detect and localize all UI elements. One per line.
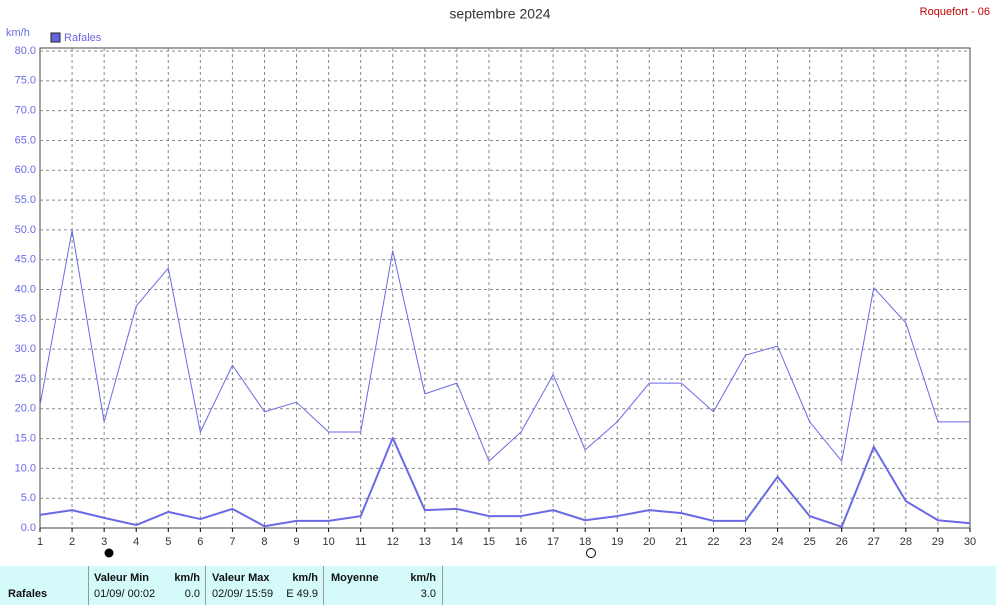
y-tick-label: 20.0 — [15, 403, 36, 415]
x-tick-label: 29 — [932, 536, 944, 548]
full-moon-icon — [586, 548, 596, 558]
value: E 49.9 — [286, 588, 318, 600]
x-tick-label: 18 — [579, 536, 591, 548]
date: 01/09/ 00:02 — [94, 588, 156, 600]
header: Valeur Min — [94, 572, 150, 584]
x-tick-label: 6 — [197, 536, 203, 548]
y-tick-label: 60.0 — [15, 164, 36, 176]
y-tick-label: 30.0 — [15, 343, 36, 355]
series-line — [39, 229, 970, 462]
y-tick-label: 65.0 — [15, 134, 36, 146]
x-tick-label: 23 — [739, 536, 751, 548]
x-tick-label: 7 — [229, 536, 235, 548]
stats-cell: Valeur Min km/h 01/09/ 00:02 0.0 — [88, 566, 206, 605]
y-tick-label: 40.0 — [15, 283, 36, 295]
x-tick-label: 12 — [387, 536, 399, 548]
x-tick-label: 24 — [771, 536, 783, 548]
x-tick-label: 2 — [69, 536, 75, 548]
date: 02/09/ 15:59 — [212, 588, 274, 600]
x-tick-label: 9 — [293, 536, 299, 548]
y-tick-label: 75.0 — [15, 75, 36, 87]
y-tick-label: 10.0 — [15, 462, 36, 474]
unit: km/h — [410, 572, 436, 584]
unit: km/h — [174, 572, 200, 584]
y-tick-label: 35.0 — [15, 313, 36, 325]
unit: km/h — [292, 572, 318, 584]
y-tick-label: 70.0 — [15, 105, 36, 117]
x-tick-label: 25 — [804, 536, 816, 548]
x-tick-label: 3 — [101, 536, 107, 548]
new-moon-icon — [104, 548, 114, 558]
x-tick-label: 17 — [547, 536, 559, 548]
legend-swatch — [50, 32, 61, 43]
x-tick-label: 28 — [900, 536, 912, 548]
header: Moyenne — [331, 572, 379, 584]
y-tick-label: 0.0 — [21, 522, 36, 534]
y-tick-label: 50.0 — [15, 224, 36, 236]
stats-table: Rafales Valeur Min km/h 01/09/ 00:02 0.0… — [0, 566, 996, 605]
chart: septembre 2024 Roquefort - 06 km/h Rafal… — [6, 6, 990, 558]
x-tick-label: 30 — [964, 536, 976, 548]
y-tick-label: 25.0 — [15, 373, 36, 385]
y-unit: km/h — [6, 27, 30, 39]
series-line — [39, 436, 971, 528]
value: 0.0 — [184, 588, 200, 600]
x-tick-label: 19 — [611, 536, 623, 548]
x-tick-label: 5 — [165, 536, 171, 548]
plot-frame — [39, 47, 971, 529]
x-tick-label: 21 — [675, 536, 687, 548]
header: Valeur Max — [212, 572, 270, 584]
stats-cell: Moyenne km/h 3.0 — [323, 566, 443, 605]
x-tick-label: 26 — [836, 536, 848, 548]
x-tick-label: 10 — [322, 536, 334, 548]
y-tick-label: 5.0 — [21, 492, 36, 504]
x-tick-label: 27 — [868, 536, 880, 548]
chart-title: septembre 2024 — [449, 6, 550, 22]
value: 3.0 — [420, 588, 436, 600]
x-tick-label: 13 — [419, 536, 431, 548]
x-tick-label: 8 — [261, 536, 267, 548]
x-tick-label: 15 — [483, 536, 495, 548]
y-tick-label: 45.0 — [15, 254, 36, 266]
x-tick-label: 4 — [133, 536, 139, 548]
y-tick-label: 15.0 — [15, 432, 36, 444]
x-tick-label: 11 — [355, 536, 366, 548]
x-tick-label: 1 — [37, 536, 43, 548]
x-tick-label: 20 — [643, 536, 655, 548]
x-tick-label: 16 — [515, 536, 527, 548]
x-tick-label: 14 — [451, 536, 463, 548]
row-label: Rafales — [8, 588, 48, 600]
y-tick-label: 80.0 — [15, 45, 36, 57]
x-tick-label: 22 — [707, 536, 719, 548]
y-tick-label: 55.0 — [15, 194, 36, 206]
station: Roquefort - 06 — [920, 6, 990, 18]
stats-cell: Valeur Max km/h 02/09/ 15:59 E 49.9 — [205, 566, 324, 605]
legend-label: Rafales — [64, 32, 102, 44]
